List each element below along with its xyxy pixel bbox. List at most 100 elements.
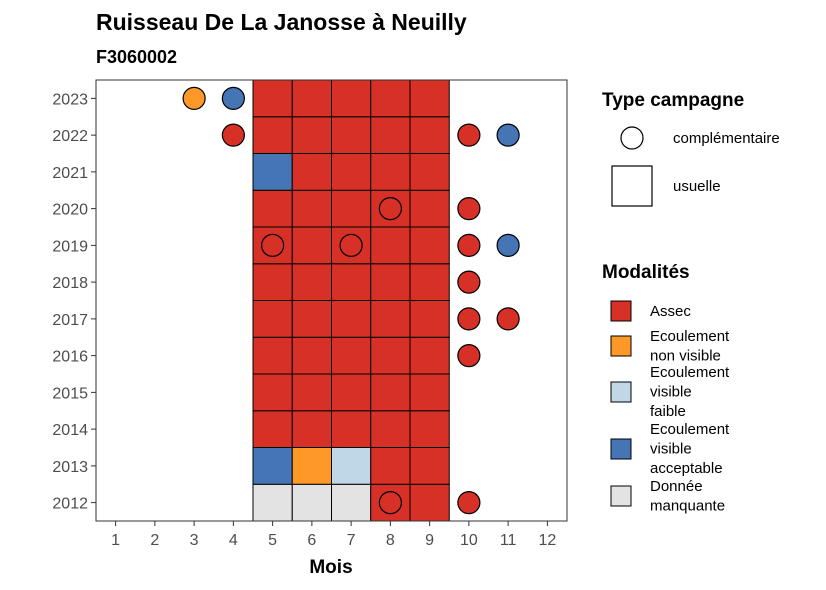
point-2012-10 — [457, 491, 481, 515]
x-tick-label: 3 — [190, 532, 199, 549]
legend-type-campagne: Type campagne complémentaire usuelle — [602, 90, 780, 207]
legend-key-square — [611, 165, 653, 207]
legend-key-faible — [610, 381, 632, 403]
legend-color-label: Ecoulement — [650, 364, 730, 381]
tile-2019-8 — [370, 226, 411, 265]
x-tick-label: 6 — [307, 532, 316, 549]
tile-2018-6 — [291, 263, 332, 301]
legend-color-title: Modalités — [602, 262, 690, 283]
point-2023-4 — [221, 86, 245, 110]
x-tick-label: 7 — [347, 532, 356, 549]
legend-color-label: manquante — [650, 498, 725, 515]
tile-2017-5 — [252, 300, 293, 338]
tile-2023-7 — [331, 79, 372, 118]
tile-2015-6 — [291, 373, 332, 412]
point-2022-11 — [496, 123, 520, 147]
legend-color-label: faible — [650, 403, 686, 420]
tile-2016-9 — [409, 336, 450, 375]
tile-2013-8 — [370, 447, 411, 485]
tile-2016-5 — [252, 336, 293, 375]
point-2020-8 — [378, 197, 402, 221]
tile-2023-8 — [370, 79, 411, 118]
y-tick-label: 2018 — [52, 275, 88, 292]
tile-2015-9 — [409, 373, 450, 412]
tile-2017-7 — [331, 300, 372, 338]
point-2023-3 — [182, 86, 206, 110]
y-tick-label: 2014 — [52, 422, 88, 439]
legend-color-label: visible — [650, 441, 692, 458]
tile-2018-5 — [252, 263, 293, 301]
tile-2016-7 — [331, 336, 372, 375]
x-tick-label: 8 — [386, 532, 395, 549]
tile-2020-6 — [291, 189, 332, 228]
point-2019-11 — [496, 233, 520, 257]
tile-2021-5 — [252, 153, 293, 191]
tile-2021-7 — [331, 153, 372, 191]
legend-shape-label: complémentaire — [673, 130, 780, 147]
tile-2018-9 — [409, 263, 450, 301]
tile-2012-9 — [409, 483, 450, 522]
point-2012-8 — [378, 491, 402, 515]
point-2017-10 — [457, 307, 481, 331]
x-axis: 1 2 3 4 5 6 7 8 9 10 11 12 — [111, 521, 556, 549]
tile-2023-9 — [409, 79, 450, 118]
tile-2017-8 — [370, 300, 411, 338]
y-tick-label: 2022 — [52, 128, 88, 145]
tile-2022-5 — [252, 116, 293, 154]
x-tick-label: 12 — [538, 532, 556, 549]
tile-2021-8 — [370, 153, 411, 191]
tile-2023-6 — [291, 79, 332, 118]
tile-2016-8 — [370, 336, 411, 375]
tile-2021-9 — [409, 153, 450, 191]
legend-key-assec — [610, 300, 632, 322]
plot-area: 1 2 3 4 5 6 7 8 9 10 11 12 201220132014201520162017… — [52, 79, 568, 549]
point-2019-7 — [339, 233, 363, 257]
tile-2017-9 — [409, 300, 450, 338]
legend-color-label: Ecoulement — [650, 421, 730, 438]
legend-key-acceptable — [610, 438, 632, 460]
point-2020-10 — [457, 197, 481, 221]
x-tick-label: 5 — [268, 532, 277, 549]
tile-2012-7 — [331, 483, 372, 522]
y-tick-label: 2015 — [52, 385, 88, 402]
tile-2014-8 — [370, 410, 411, 448]
legend-shape-title: Type campagne — [602, 90, 744, 111]
point-2019-10 — [457, 233, 481, 257]
y-tick-label: 2013 — [52, 459, 88, 476]
tile-2019-6 — [291, 226, 332, 265]
tile-2022-7 — [331, 116, 372, 154]
tile-2018-7 — [331, 263, 372, 301]
y-tick-label: 2021 — [52, 165, 88, 182]
tile-2020-7 — [331, 189, 372, 228]
x-axis-title: Mois — [309, 557, 352, 578]
y-tick-label: 2012 — [52, 496, 88, 513]
tile-2014-5 — [252, 410, 293, 448]
y-tick-label: 2017 — [52, 312, 88, 329]
tile-2022-8 — [370, 116, 411, 154]
legend-color-label: Ecoulement — [650, 328, 730, 345]
y-tick-label: 2020 — [52, 202, 88, 219]
tiles-layer — [252, 79, 450, 522]
tile-2014-6 — [291, 410, 332, 448]
legend-color-label: visible — [650, 384, 692, 401]
point-2022-10 — [457, 123, 481, 147]
y-tick-label: 2019 — [52, 238, 88, 255]
y-tick-label: 2023 — [52, 91, 88, 108]
chart-title: Ruisseau De La Janosse à Neuilly — [96, 9, 467, 35]
tile-2012-6 — [291, 483, 332, 522]
legend-color-label: acceptable — [650, 460, 723, 477]
tile-2020-5 — [252, 189, 293, 228]
points-layer — [182, 86, 520, 515]
legend-key-circle — [620, 126, 644, 150]
tile-2015-5 — [252, 373, 293, 412]
tile-2012-5 — [252, 483, 293, 522]
legend-key-manquante — [610, 485, 632, 507]
point-2017-11 — [496, 307, 520, 331]
point-2018-10 — [457, 270, 481, 294]
x-tick-label: 9 — [425, 532, 434, 549]
tile-2014-7 — [331, 410, 372, 448]
tile-2013-9 — [409, 447, 450, 485]
legend-shape-label: usuelle — [673, 178, 721, 195]
tile-2022-9 — [409, 116, 450, 154]
